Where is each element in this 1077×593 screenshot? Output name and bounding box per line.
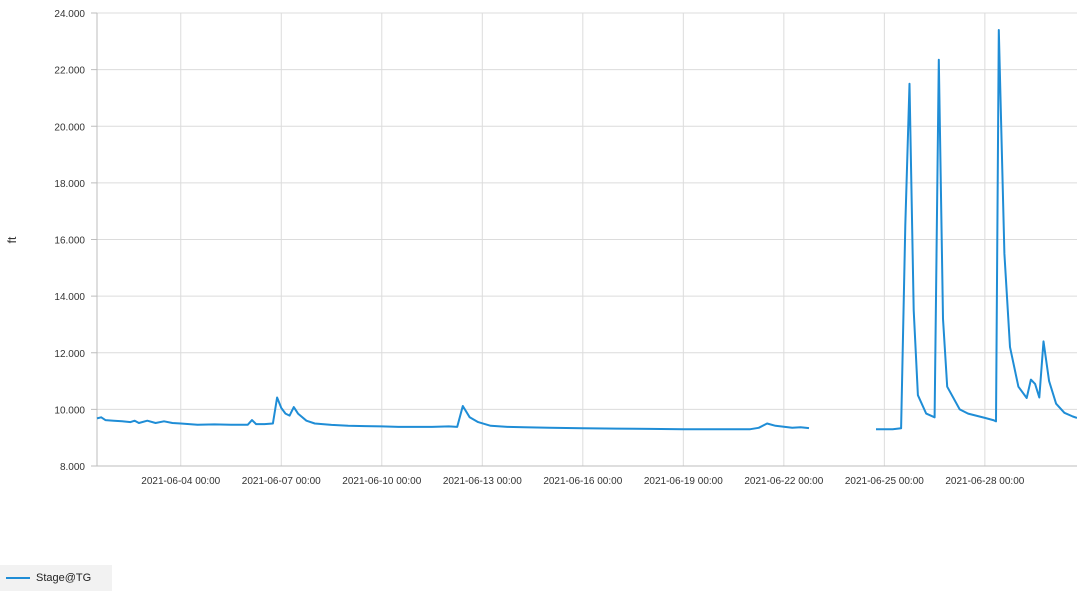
x-tick-label: 2021-06-04 00:00 (141, 476, 220, 487)
y-tick-label: 18.000 (54, 179, 85, 190)
grid (97, 12, 1077, 467)
x-tick-label: 2021-06-10 00:00 (342, 476, 421, 487)
legend-swatch-stage (6, 577, 30, 579)
y-tick-label: 20.000 (54, 122, 85, 133)
y-tick-label: 16.000 (54, 236, 85, 247)
y-tick-label: 8.000 (60, 462, 85, 473)
x-tick-label: 2021-06-07 00:00 (242, 476, 321, 487)
y-tick-label: 24.000 (54, 9, 85, 20)
y-tick-label: 14.000 (54, 292, 85, 303)
legend[interactable]: Stage@TG (0, 565, 112, 591)
x-tick-label: 2021-06-28 00:00 (945, 476, 1024, 487)
y-tick-label: 12.000 (54, 349, 85, 360)
x-tick-label: 2021-06-25 00:00 (845, 476, 924, 487)
x-tick-label: 2021-06-13 00:00 (443, 476, 522, 487)
legend-label-stage: Stage@TG (36, 572, 92, 584)
x-tick-label: 2021-06-19 00:00 (644, 476, 723, 487)
series-layer (96, 29, 1077, 431)
y-axis-label: ft (5, 236, 19, 243)
series-line-segment (876, 29, 1077, 431)
y-tick-label: 22.000 (54, 66, 85, 77)
y-tick-label: 10.000 (54, 405, 85, 416)
x-tick-label: 2021-06-16 00:00 (543, 476, 622, 487)
series-line-segment (96, 396, 810, 431)
x-tick-label: 2021-06-22 00:00 (744, 476, 823, 487)
axes: 8.000 10.000 12.000 14.000 16.000 18.000 20.00… (54, 9, 1077, 487)
